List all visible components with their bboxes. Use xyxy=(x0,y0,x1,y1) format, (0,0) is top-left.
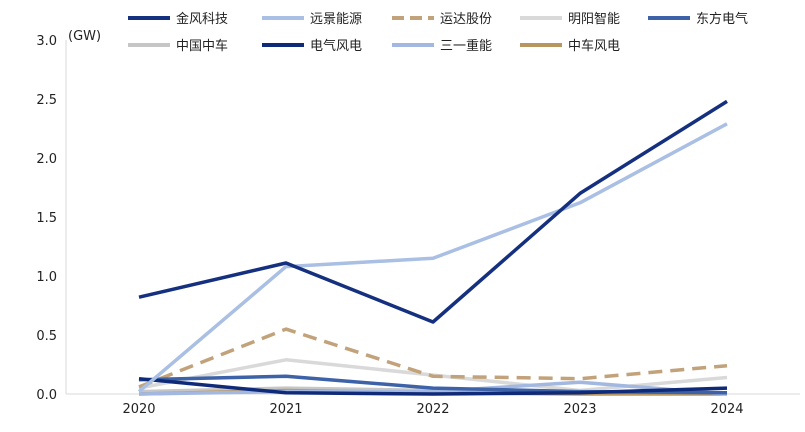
y-tick-label: 1.5 xyxy=(36,211,57,226)
y-tick-label: 1.0 xyxy=(36,270,57,285)
x-tick-label: 2024 xyxy=(710,402,743,417)
legend-label: 远景能源 xyxy=(310,12,362,27)
series-line-7 xyxy=(138,376,728,396)
x-tick-label: 2022 xyxy=(416,402,449,417)
legend-label: 电气风电 xyxy=(310,38,362,54)
legend-label: 明阳智能 xyxy=(568,12,620,27)
y-tick-label: 2.5 xyxy=(36,93,57,108)
x-tick-labels: 2020 2021 2022 2023 2024 xyxy=(122,402,743,417)
legend-label: 东方电气 xyxy=(696,11,748,27)
series-lines xyxy=(137,99,728,396)
y-tick-labels: 0.0 0.5 1.0 1.5 2.0 2.5 3.0 xyxy=(36,34,57,403)
legend-label: 中车风电 xyxy=(568,38,620,54)
y-tick-label: 2.0 xyxy=(36,152,57,167)
series-line-8 xyxy=(138,380,728,396)
legend-label: 中国中车 xyxy=(176,38,228,54)
y-tick-label: 0.5 xyxy=(36,329,57,344)
y-tick-label: 3.0 xyxy=(36,34,57,49)
series-line-1 xyxy=(138,99,728,324)
x-tick-label: 2021 xyxy=(269,402,302,417)
legend-label: 三一重能 xyxy=(440,38,492,54)
series-line-2 xyxy=(137,122,728,393)
x-tick-label: 2020 xyxy=(122,402,155,417)
x-tick-label: 2023 xyxy=(563,402,596,417)
series-line-3 xyxy=(138,327,728,389)
y-axis-unit-label: (GW) xyxy=(68,29,101,44)
y-tick-label: 0.0 xyxy=(36,388,57,403)
legend-label: 运达股份 xyxy=(440,12,492,27)
legend-label: 金风科技 xyxy=(176,11,228,27)
